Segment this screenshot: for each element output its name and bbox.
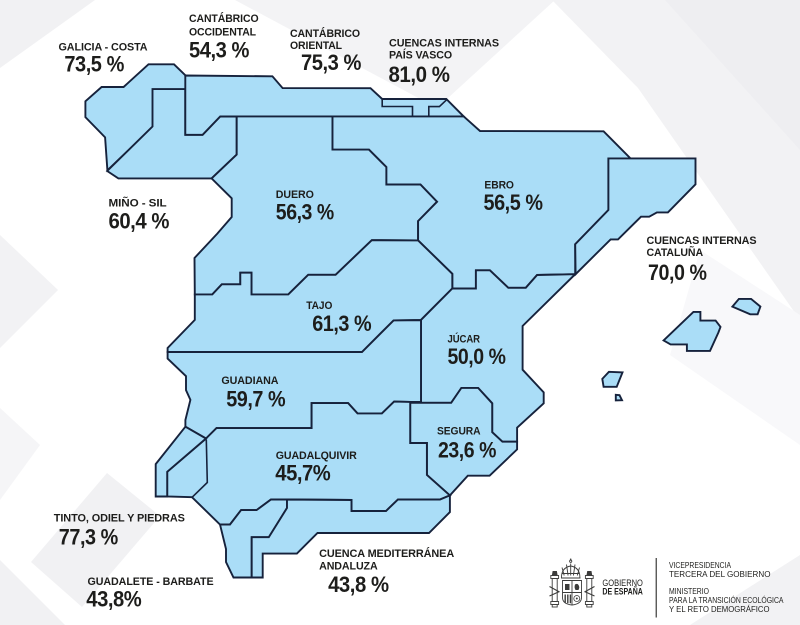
svg-text:PAÍS VASCO: PAÍS VASCO	[389, 49, 452, 62]
svg-text:Y EL RETO DEMOGRÁFICO: Y EL RETO DEMOGRÁFICO	[669, 604, 770, 614]
svg-text:CANTÁBRICO: CANTÁBRICO	[189, 12, 259, 25]
svg-text:EBRO: EBRO	[484, 179, 514, 191]
svg-text:43,8%: 43,8%	[86, 587, 141, 612]
svg-text:JÚCAR: JÚCAR	[448, 333, 481, 346]
svg-text:CUENCA MEDITERRÁNEA: CUENCA MEDITERRÁNEA	[319, 547, 454, 560]
svg-text:ORIENTAL: ORIENTAL	[290, 40, 342, 52]
svg-text:73,5 %: 73,5 %	[64, 52, 124, 77]
svg-text:VICEPRESIDENCIA: VICEPRESIDENCIA	[669, 560, 731, 570]
svg-text:77,3 %: 77,3 %	[59, 525, 118, 550]
svg-text:GUADALETE - BARBATE: GUADALETE - BARBATE	[88, 576, 215, 588]
svg-text:23,6 %: 23,6 %	[438, 437, 496, 462]
svg-text:CATALUÑA: CATALUÑA	[647, 246, 704, 259]
svg-text:50,0 %: 50,0 %	[448, 344, 506, 369]
svg-text:CUENCAS INTERNAS: CUENCAS INTERNAS	[389, 37, 500, 49]
svg-text:60,4 %: 60,4 %	[109, 209, 170, 234]
svg-text:TINTO, ODIEL Y PIEDRAS: TINTO, ODIEL Y PIEDRAS	[54, 512, 186, 524]
svg-text:54,3 %: 54,3 %	[189, 38, 249, 63]
svg-text:MIÑO - SIL: MIÑO - SIL	[109, 197, 167, 210]
svg-text:DE ESPAÑA: DE ESPAÑA	[602, 587, 643, 597]
svg-text:GALICIA - COSTA: GALICIA - COSTA	[59, 41, 148, 53]
svg-text:45,7%: 45,7%	[275, 461, 330, 486]
svg-text:MINISTERIO: MINISTERIO	[669, 586, 709, 596]
svg-text:81,0 %: 81,0 %	[389, 62, 450, 87]
svg-text:56,3 %: 56,3 %	[276, 200, 334, 225]
svg-text:61,3 %: 61,3 %	[312, 311, 371, 336]
svg-text:GUADIANA: GUADIANA	[221, 375, 278, 387]
svg-text:GUADALQUIVIR: GUADALQUIVIR	[276, 450, 357, 462]
svg-text:ANDALUZA: ANDALUZA	[319, 561, 378, 573]
svg-text:TAJO: TAJO	[306, 300, 332, 312]
svg-text:70,0 %: 70,0 %	[648, 260, 707, 285]
svg-text:DUERO: DUERO	[276, 189, 314, 201]
svg-text:CANTÁBRICO: CANTÁBRICO	[290, 27, 360, 40]
svg-text:CUENCAS INTERNAS: CUENCAS INTERNAS	[647, 235, 758, 247]
svg-text:SEGURA: SEGURA	[437, 425, 481, 437]
svg-text:43,8 %: 43,8 %	[328, 572, 389, 597]
svg-text:GOBIERNO: GOBIERNO	[602, 578, 643, 588]
svg-text:56,5 %: 56,5 %	[484, 190, 543, 215]
svg-text:75,3 %: 75,3 %	[301, 50, 361, 75]
svg-text:PARA LA TRANSICIÓN ECOLÓGICA: PARA LA TRANSICIÓN ECOLÓGICA	[669, 595, 784, 605]
svg-text:TERCERA DEL GOBIERNO: TERCERA DEL GOBIERNO	[669, 569, 771, 579]
svg-text:OCCIDENTAL: OCCIDENTAL	[189, 27, 256, 39]
svg-text:59,7 %: 59,7 %	[226, 386, 285, 411]
